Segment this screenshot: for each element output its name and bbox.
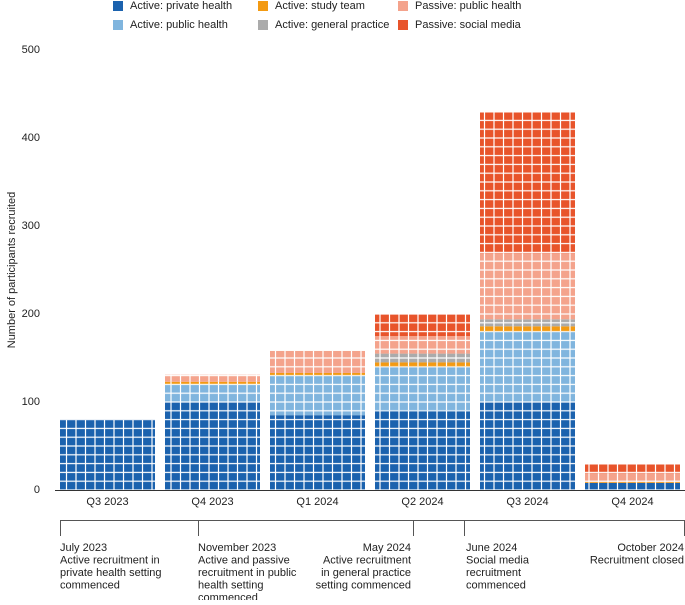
annotation-line: Social media bbox=[466, 554, 530, 566]
legend-swatch bbox=[113, 1, 123, 11]
waffle-overlay bbox=[165, 374, 260, 382]
annotation-line: November 2023 bbox=[198, 542, 276, 554]
annotation-line: private health setting bbox=[60, 567, 162, 579]
legend-label: Active: study team bbox=[275, 0, 365, 12]
waffle-overlay bbox=[480, 112, 575, 254]
waffle-overlay bbox=[480, 331, 575, 402]
y-tick-label: 500 bbox=[22, 44, 40, 56]
x-tick-label: Q3 2024 bbox=[506, 496, 548, 508]
y-tick-label: 400 bbox=[22, 132, 40, 144]
waffle-overlay bbox=[375, 366, 470, 411]
waffle-overlay bbox=[165, 384, 260, 402]
x-tick-label: Q3 2023 bbox=[86, 496, 128, 508]
waffle-overlay bbox=[375, 353, 470, 363]
legend-label: Active: general practice bbox=[275, 19, 389, 31]
waffle-overlay bbox=[585, 473, 680, 483]
waffle-overlay bbox=[60, 419, 155, 490]
waffle-overlay bbox=[375, 336, 470, 354]
legend-swatch bbox=[398, 1, 408, 11]
legend-label: Passive: public health bbox=[415, 0, 521, 12]
y-tick-label: 200 bbox=[22, 308, 40, 320]
y-tick-label: 100 bbox=[22, 396, 40, 408]
legend-label: Active: public health bbox=[130, 19, 228, 31]
annotation-line: May 2024 bbox=[363, 542, 411, 554]
annotation-line: Active recruitment bbox=[323, 554, 411, 566]
annotation-line: commenced bbox=[60, 579, 120, 591]
waffle-overlay bbox=[585, 464, 680, 474]
annotation-line: Active recruitment in bbox=[60, 554, 160, 566]
waffle-overlay bbox=[375, 314, 470, 336]
waffle-overlay bbox=[270, 372, 365, 376]
x-tick-label: Q2 2024 bbox=[401, 496, 443, 508]
waffle-overlay bbox=[270, 415, 365, 490]
waffle-overlay bbox=[270, 350, 365, 373]
legend-label: Active: private health bbox=[130, 0, 232, 12]
waffle-overlay bbox=[165, 402, 260, 490]
annotation-line: July 2023 bbox=[60, 542, 107, 554]
legend-swatch bbox=[398, 20, 408, 30]
waffle-overlay bbox=[270, 375, 365, 416]
legend-swatch bbox=[258, 20, 268, 30]
annotation-line: in general practice bbox=[321, 567, 411, 579]
legend-swatch bbox=[258, 1, 268, 11]
waffle-overlay bbox=[375, 410, 470, 490]
legend-label: Passive: social media bbox=[415, 19, 522, 31]
annotation-line: recruitment in public bbox=[198, 567, 297, 579]
y-axis-label: Number of participants recruited bbox=[6, 192, 18, 349]
x-tick-label: Q4 2023 bbox=[191, 496, 233, 508]
annotation-line: Active and passive bbox=[198, 554, 290, 566]
waffle-overlay bbox=[585, 482, 680, 483]
waffle-overlay bbox=[480, 402, 575, 490]
y-tick-label: 0 bbox=[34, 484, 40, 496]
x-tick-label: Q1 2024 bbox=[296, 496, 338, 508]
waffle-overlay bbox=[480, 326, 575, 332]
waffle-overlay bbox=[480, 319, 575, 327]
annotation-line: June 2024 bbox=[466, 542, 517, 554]
annotation-line: Recruitment closed bbox=[590, 554, 684, 566]
waffle-overlay bbox=[165, 381, 260, 385]
annotation-line: health setting bbox=[198, 579, 263, 591]
legend-swatch bbox=[113, 20, 123, 30]
annotation-line: recruitment bbox=[466, 567, 521, 579]
y-tick-label: 300 bbox=[22, 220, 40, 232]
waffle-overlay bbox=[480, 253, 575, 320]
waffle-overlay bbox=[585, 482, 680, 490]
annotation-line: commenced bbox=[466, 579, 526, 591]
annotation-line: October 2024 bbox=[617, 542, 684, 554]
annotation-line: commenced bbox=[198, 592, 258, 600]
waffle-overlay bbox=[375, 362, 470, 367]
annotation-line: setting commenced bbox=[316, 579, 411, 591]
x-tick-label: Q4 2024 bbox=[611, 496, 653, 508]
